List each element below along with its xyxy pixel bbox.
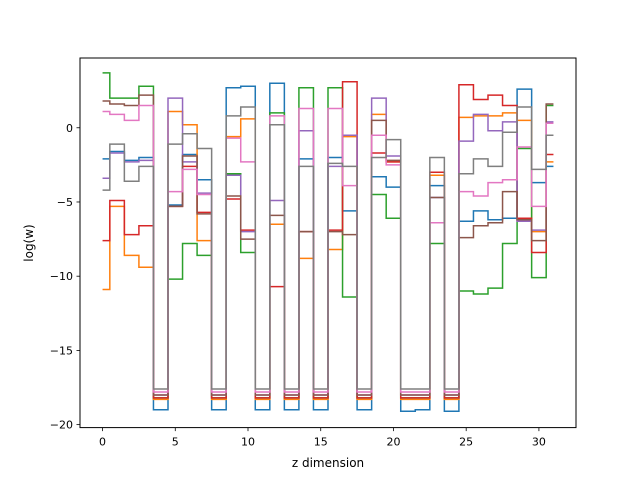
y-tick-label: −15 (50, 344, 73, 357)
x-tick-label: 15 (314, 436, 328, 449)
x-tick-label: 30 (532, 436, 546, 449)
y-tick-label: −20 (50, 419, 73, 432)
y-axis-label: log(w) (22, 224, 36, 261)
x-tick-label: 20 (386, 436, 400, 449)
x-tick-label: 25 (459, 436, 473, 449)
series-layer (102, 72, 554, 413)
y-axis-ticks: 0 −5 −10 −15 −20 (50, 122, 80, 432)
series-line-7 (102, 104, 554, 393)
x-tick-label: 0 (99, 436, 106, 449)
y-tick-label: −5 (57, 196, 73, 209)
x-axis-ticks: 0 5 10 15 20 25 30 (99, 427, 546, 449)
plot-area-frame (79, 57, 577, 429)
x-tick-label: 5 (172, 436, 179, 449)
x-axis-label: z dimension (292, 456, 364, 470)
y-tick-label: −10 (50, 270, 73, 283)
series-line-8 (102, 106, 554, 390)
series-line-6 (102, 94, 554, 396)
y-tick-label: 0 (66, 122, 73, 135)
x-tick-label: 10 (241, 436, 255, 449)
